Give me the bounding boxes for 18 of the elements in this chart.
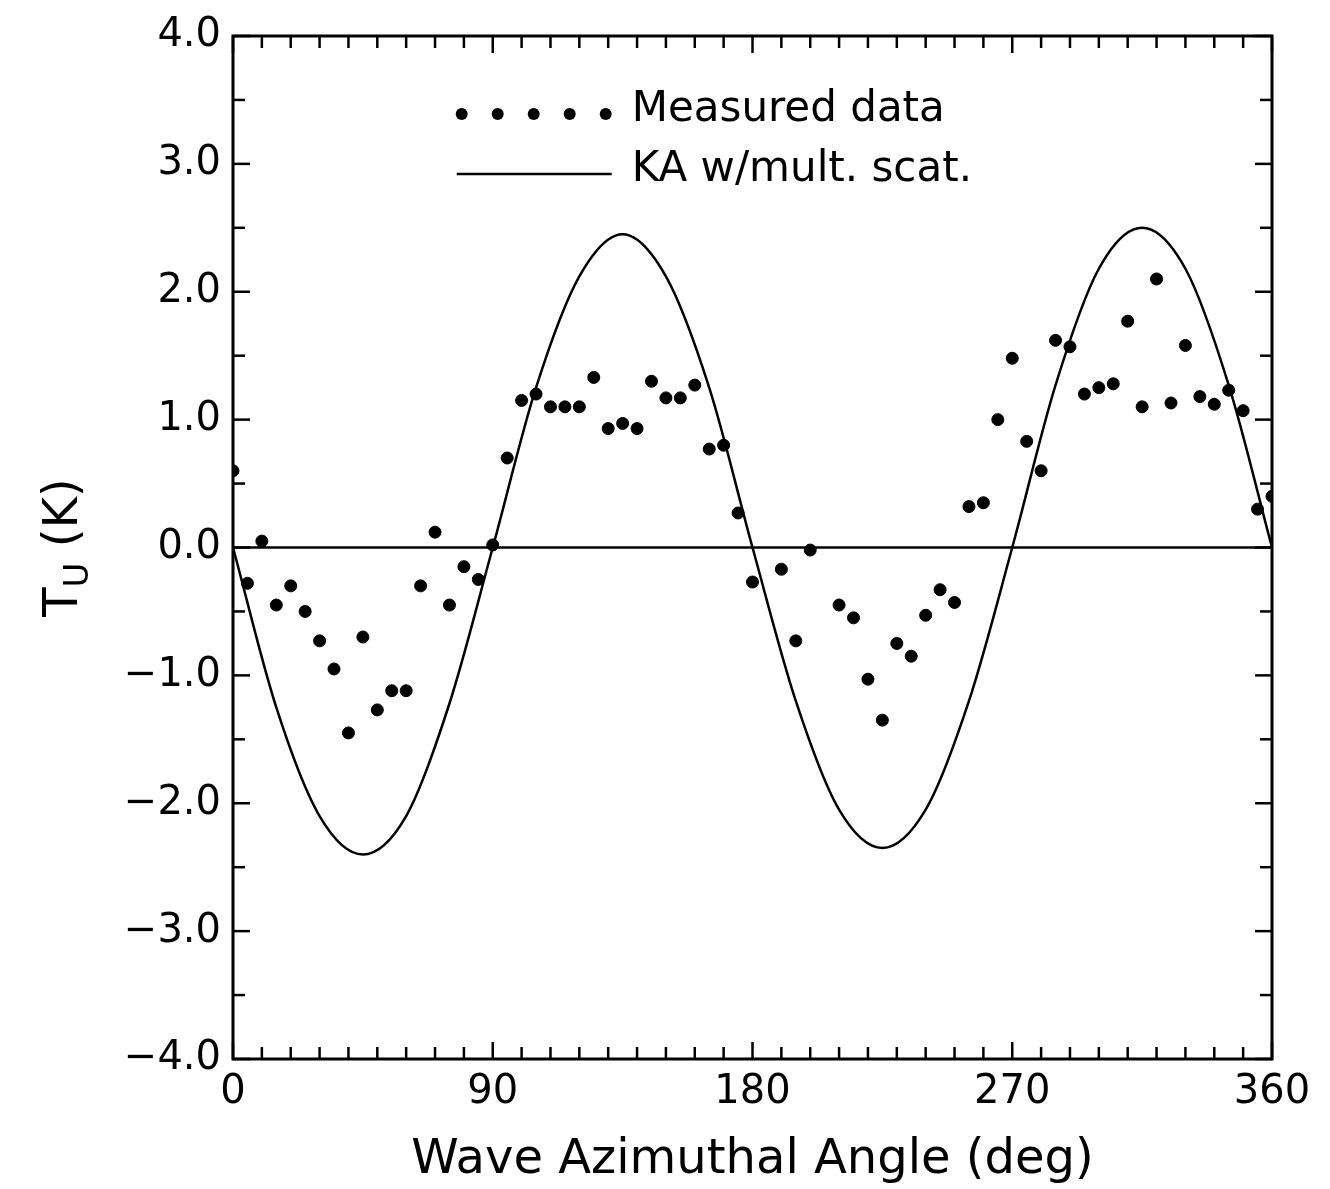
y-tick-label: 4.0 (157, 9, 221, 56)
y-tick-label: −1.0 (123, 648, 221, 695)
x-axis-title: Wave Azimuthal Angle (deg) (411, 1127, 1094, 1184)
x-tick-label: 180 (714, 1066, 791, 1113)
y-tick-label: −2.0 (123, 776, 221, 823)
y-tick-label: 0.0 (157, 520, 221, 567)
y-tick-label: −4.0 (123, 1032, 221, 1079)
x-tick-label: 90 (467, 1066, 519, 1113)
y-tick-label: 2.0 (157, 265, 221, 312)
y-tick-label: −3.0 (123, 904, 221, 951)
y-tick-label: 1.0 (157, 393, 221, 440)
x-tick-label: 270 (974, 1066, 1051, 1113)
x-tick-label: 360 (1233, 1066, 1311, 1113)
legend-label: KA w/mult. scat. (631, 141, 973, 191)
legend-label: Measured data (631, 81, 945, 131)
y-axis-title: TU (K) (32, 478, 96, 618)
y-tick-label: 3.0 (157, 137, 221, 184)
x-tick-label: 0 (220, 1066, 246, 1113)
